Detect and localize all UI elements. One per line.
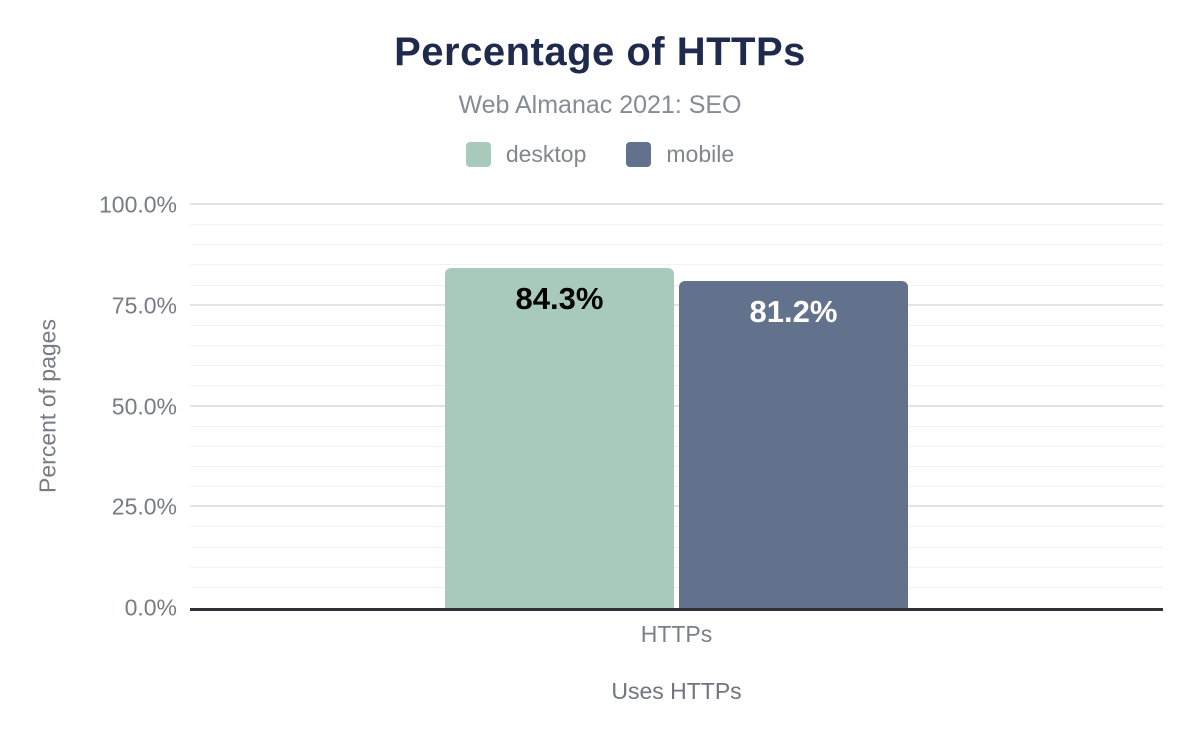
gridline [190,586,1163,588]
gridline [190,264,1163,266]
legend: desktop mobile [0,141,1200,168]
y-tick-label: 25.0% [111,493,177,520]
gridline [190,526,1163,528]
gridline [190,203,1163,205]
y-axis-title: Percent of pages [34,319,61,493]
gridline [190,224,1163,226]
plot-area: 84.3% 81.2% [190,203,1163,611]
gridline [190,404,1163,407]
bar-value-label-mobile: 81.2% [749,293,838,329]
legend-item-mobile[interactable]: mobile [626,141,734,168]
bar-mobile[interactable]: 81.2% [679,280,908,608]
desktop-swatch-icon [465,142,491,167]
gridline [190,546,1163,548]
gridline [190,284,1163,286]
x-axis-title: Uses HTTPs [611,678,742,704]
gridline [190,465,1163,467]
y-tick-label: 100.0% [98,191,177,218]
gridline [190,324,1163,326]
mobile-swatch-icon [626,142,652,167]
x-tick-label: HTTPs [640,621,713,647]
gridline [190,365,1163,367]
bar-value-label-desktop: 84.3% [515,281,604,317]
gridline [190,566,1163,568]
gridline [190,445,1163,447]
y-tick-label: 75.0% [111,292,177,319]
y-tick-label: 0.0% [124,594,177,621]
gridline [190,425,1163,427]
legend-label-desktop: desktop [505,141,587,167]
bar-desktop[interactable]: 84.3% [445,268,674,608]
y-axis-ticks: 0.0% 25.0% 50.0% 75.0% 100.0% [60,193,177,619]
chart-title: Percentage of HTTPs [394,30,806,74]
gridline [190,244,1163,246]
gridline [190,486,1163,488]
legend-item-desktop[interactable]: desktop [465,141,587,168]
gridline [190,303,1163,306]
legend-label-mobile: mobile [666,141,735,167]
gridline [190,385,1163,387]
gridline [190,345,1163,347]
y-tick-label: 50.0% [111,393,177,419]
gridline [190,505,1163,508]
chart-subtitle: Web Almanac 2021: SEO [458,91,742,119]
